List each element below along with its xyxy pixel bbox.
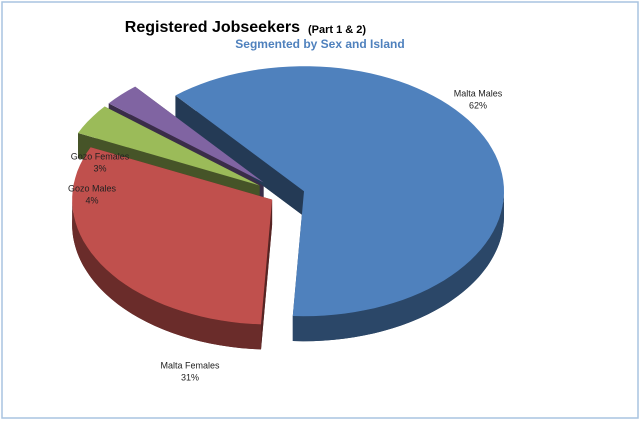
data-label-name: Gozo Females	[71, 151, 130, 161]
slice-edge	[175, 95, 304, 217]
slice	[175, 66, 504, 317]
chart-title: Registered Jobseekers	[125, 19, 300, 36]
chart-title-note: (Part 1 & 2)	[308, 24, 366, 36]
data-label-value: 4%	[85, 195, 98, 205]
slice-edge	[261, 199, 273, 350]
data-label-value: 3%	[93, 163, 106, 173]
slice-wall	[292, 191, 504, 342]
slice	[72, 147, 273, 325]
data-label-name: Gozo Males	[68, 183, 117, 193]
data-label-value: 62%	[469, 100, 487, 110]
slice	[108, 86, 264, 183]
slice-wall	[72, 199, 261, 350]
chart-subtitle: Segmented by Sex and Island	[235, 37, 404, 51]
data-label-name: Malta Males	[454, 88, 503, 98]
data-label-name: Malta Females	[160, 360, 220, 370]
slice	[78, 106, 260, 186]
data-label-value: 31%	[181, 372, 199, 382]
pie	[72, 66, 504, 350]
